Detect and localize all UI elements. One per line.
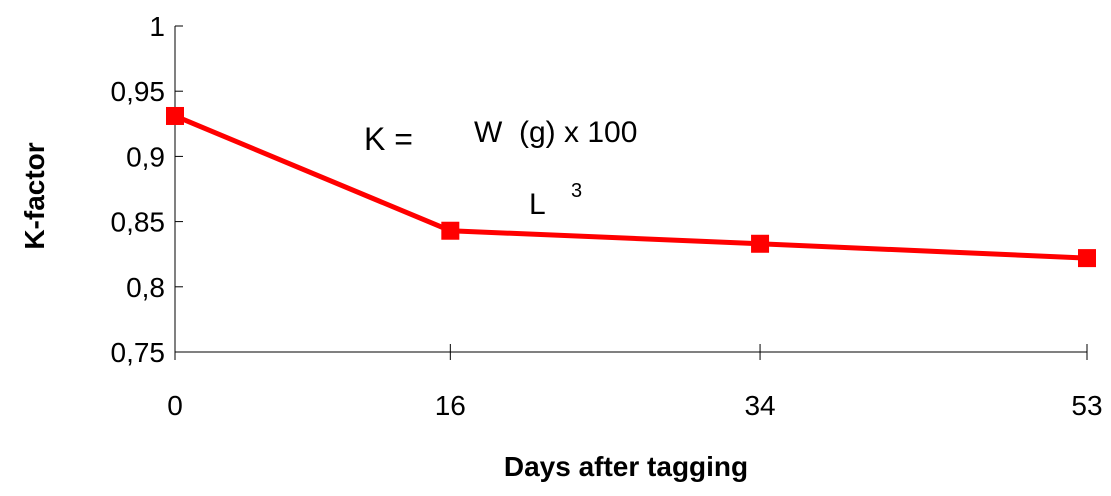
data-point-marker: [751, 234, 770, 253]
y-tick-label: 0,95: [111, 76, 166, 107]
formula-lhs: K =: [364, 121, 413, 157]
x-tick-label: 53: [1071, 390, 1102, 421]
x-tick-label: 16: [435, 390, 466, 421]
x-tick-label: 0: [167, 390, 183, 421]
series-layer: [166, 106, 1096, 268]
y-ticks: 0,75 0,8 0,85 0,9 0,95 1: [111, 11, 183, 368]
y-tick-label: 0,8: [126, 272, 165, 303]
x-ticks: 0 16 34 53: [167, 344, 1103, 421]
x-axis-title: Days after tagging: [504, 451, 748, 482]
data-point-marker: [1078, 249, 1096, 268]
y-tick-label: 0,75: [111, 337, 166, 368]
formula-exponent: 3: [571, 180, 582, 202]
y-tick-label: 0,85: [111, 207, 166, 238]
data-point-marker: [166, 106, 184, 125]
axes: [174, 26, 1087, 353]
data-point-marker: [441, 221, 460, 240]
y-tick-label: 1: [149, 11, 165, 42]
y-axis-title: K-factor: [19, 142, 50, 249]
formula-annotation: K = W (g) x 100 L 3: [364, 116, 637, 221]
x-tick-label: 34: [744, 390, 775, 421]
formula-denominator: L: [529, 188, 546, 221]
y-tick-label: 0,9: [126, 141, 165, 172]
formula-numerator: W (g) x 100: [474, 116, 637, 149]
series-line: [174, 113, 1088, 261]
